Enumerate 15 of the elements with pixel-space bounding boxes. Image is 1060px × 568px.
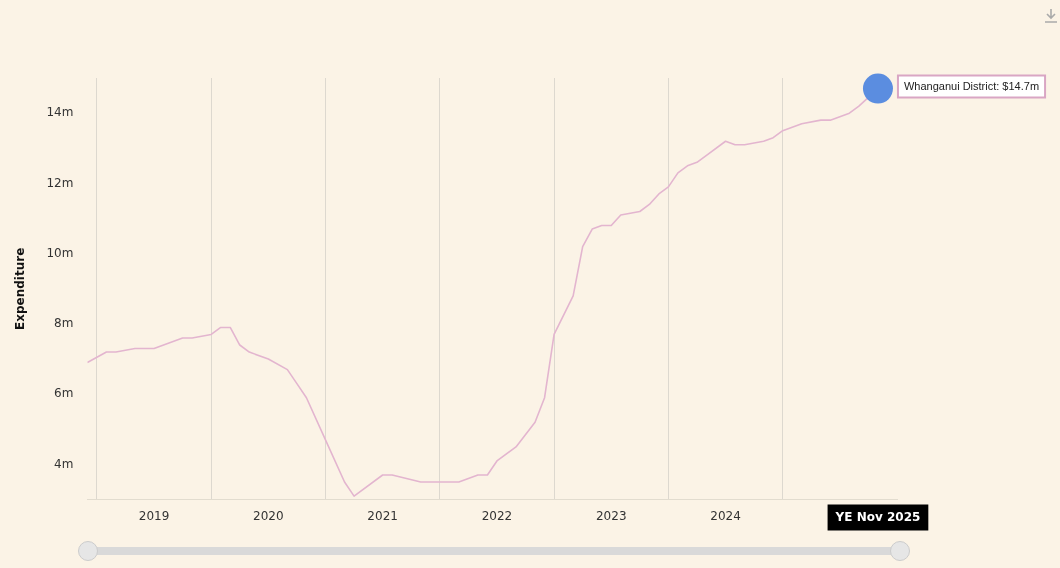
y-tick-label: 4m [54, 456, 74, 471]
y-tick-label: 10m [46, 245, 74, 260]
x-tick-label: 2019 [138, 508, 170, 523]
x-tick-label: 2021 [367, 508, 398, 523]
x-tick-label: 2022 [481, 508, 513, 523]
y-tick-label: 14m [46, 105, 74, 120]
y-tick-label: 12m [46, 175, 74, 190]
text: YE Nov 2025 [834, 509, 921, 524]
y-tick-label: 8m [54, 316, 74, 331]
x-tick-label: 2024 [710, 508, 741, 523]
y-tick-label: 6m [54, 386, 74, 401]
x-tick-label: 2023 [595, 508, 627, 523]
y-axis-title: Expenditure [13, 247, 28, 330]
annotation: Whanganui District: $14.7m [903, 79, 1040, 92]
x-tick-label: 2020 [253, 508, 284, 523]
